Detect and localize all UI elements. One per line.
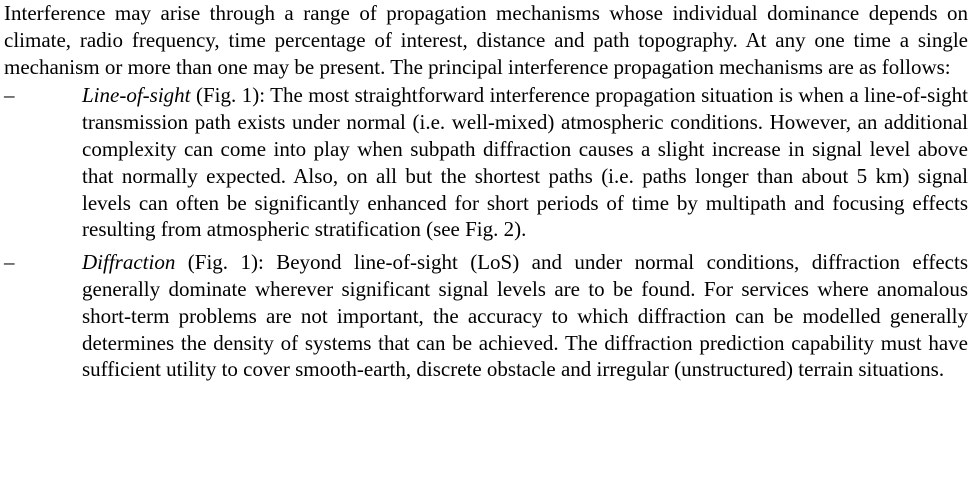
list-item-diffraction: – Diffraction (Fig. 1): Beyond line-of-s… [4,249,968,383]
list-item-text: Line-of-sight (Fig. 1): The most straigh… [82,82,968,243]
term-diffraction: Diffraction [82,250,176,275]
document-page: Interference may arise through a range o… [4,0,968,383]
item-body: (Fig. 1): Beyond line-of-sight (LoS) and… [82,250,968,382]
list-item-line-of-sight: – Line-of-sight (Fig. 1): The most strai… [4,82,968,243]
list-dash: – [4,83,15,108]
item-body: (Fig. 1): The most straightforward inter… [82,83,968,242]
intro-paragraph: Interference may arise through a range o… [4,1,968,79]
term-line-of-sight: Line-of-sight [82,83,191,108]
list-dash: – [4,250,15,275]
list-item-text: Diffraction (Fig. 1): Beyond line-of-sig… [82,249,968,383]
